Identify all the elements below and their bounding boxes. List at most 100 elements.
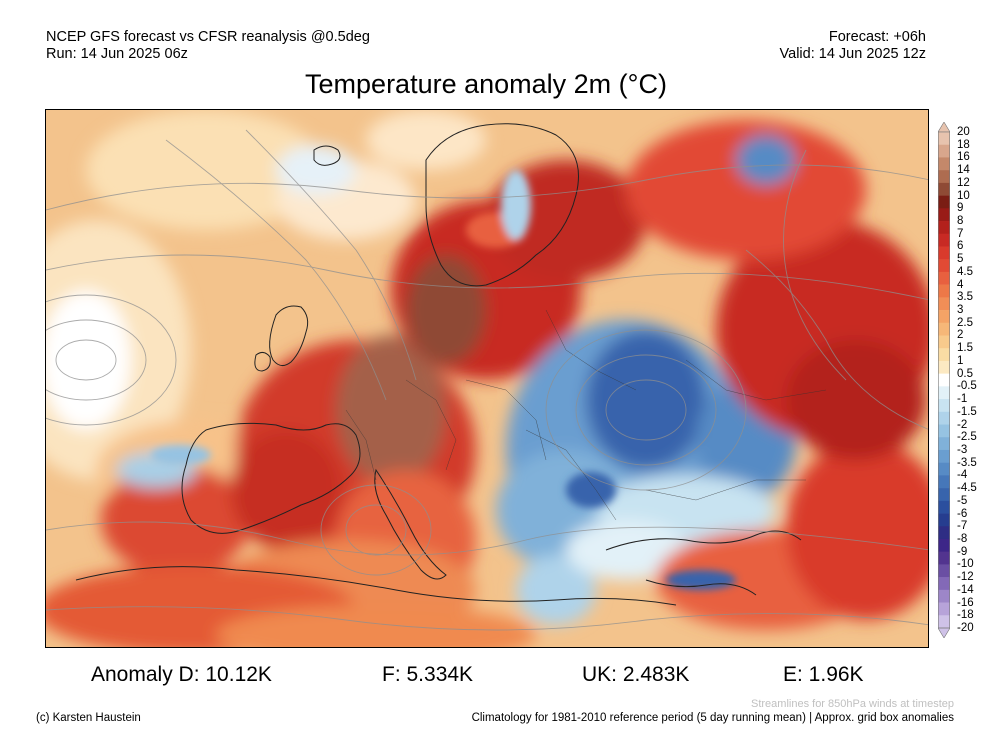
- colorbar-tick-label: -9: [957, 545, 968, 558]
- anomaly-field: [46, 110, 928, 647]
- colorbar-segment: [938, 462, 950, 476]
- colorbar-segment: [938, 284, 950, 298]
- colorbar-segment: [938, 259, 950, 273]
- colorbar-tick-label: -2: [957, 418, 968, 431]
- climatology-note: Climatology for 1981-2010 reference peri…: [471, 712, 954, 724]
- colorbar-tick-label: -10: [957, 558, 974, 571]
- colorbar-segment: [938, 577, 950, 591]
- colorbar-segment: [938, 589, 950, 603]
- colorbar-segment: [938, 500, 950, 514]
- colorbar-segment: [938, 310, 950, 324]
- colorbar-tick-label: -4: [957, 469, 968, 482]
- model-line: NCEP GFS forecast vs CFSR reanalysis @0.…: [46, 29, 370, 45]
- colorbar-tick-label: -8: [957, 532, 968, 545]
- colorbar-top-arrow: [938, 122, 950, 133]
- colorbar-segment: [938, 538, 950, 552]
- colorbar-segment: [938, 170, 950, 184]
- colorbar-segment: [938, 437, 950, 451]
- colorbar-tick-label: 14: [957, 164, 970, 177]
- colorbar-frame: [938, 131, 950, 629]
- colorbar-tick-label: 2: [957, 329, 964, 342]
- stat-germany: Anomaly D: 10.12K: [91, 663, 272, 686]
- colorbar-tick-label: 18: [957, 138, 970, 151]
- colorbar-tick-label: 7: [957, 227, 964, 240]
- colorbar-segment: [938, 144, 950, 158]
- colorbar-tick-label: 8: [957, 215, 964, 228]
- colorbar-segment: [938, 564, 950, 578]
- colorbar-segment: [938, 488, 950, 502]
- colorbar-segment: [938, 348, 950, 362]
- colorbar-segment: [938, 322, 950, 336]
- colorbar-tick-label: 3: [957, 304, 964, 317]
- colorbar-tick-label: 9: [957, 202, 964, 215]
- colorbar-segment: [938, 399, 950, 413]
- colorbar-segment: [938, 132, 950, 146]
- stat-france: F: 5.334K: [382, 663, 474, 686]
- colorbar-tick-label: 4: [957, 278, 964, 291]
- colorbar-segment: [938, 360, 950, 374]
- colorbar-segment: [938, 449, 950, 463]
- colorbar-tick-label: -3.5: [957, 456, 977, 469]
- colorbar-tick-label: -6: [957, 507, 968, 520]
- credit: (c) Karsten Haustein: [36, 712, 141, 724]
- colorbar-segment: [938, 157, 950, 171]
- run-line: Run: 14 Jun 2025 06z: [46, 46, 188, 62]
- anomaly-map: [45, 109, 929, 648]
- colorbar-segment: [938, 195, 950, 209]
- anomaly-detail: [151, 170, 736, 590]
- colorbar-segment: [938, 182, 950, 196]
- colorbar-segment: [938, 208, 950, 222]
- colorbar-tick-label: 0.5: [957, 367, 973, 380]
- stat-uk: UK: 2.483K: [582, 663, 690, 686]
- forecast-line: Forecast: +06h: [828, 29, 926, 45]
- colorbar-segment: [938, 221, 950, 235]
- streamlines: [46, 129, 928, 631]
- colorbar-segment: [938, 373, 950, 387]
- colorbar-tick-label: 5: [957, 253, 964, 266]
- colorbar-tick-label: 20: [957, 126, 970, 138]
- colorbar: [938, 122, 950, 638]
- colorbar-segment: [938, 602, 950, 616]
- valid-line: Valid: 14 Jun 2025 12z: [779, 46, 926, 62]
- colorbar-tick-label: -16: [957, 596, 974, 609]
- colorbar-bottom-arrow: [938, 627, 950, 638]
- colorbar-tick-label: -14: [957, 583, 974, 596]
- colorbar-segment: [938, 551, 950, 565]
- colorbar-segment: [938, 526, 950, 540]
- colorbar-tick-label: 4.5: [957, 265, 973, 278]
- coastlines: [75, 123, 802, 606]
- colorbar-tick-label: 12: [957, 176, 970, 189]
- colorbar-tick-label: 10: [957, 189, 970, 202]
- colorbar-tick-label: 16: [957, 151, 970, 164]
- colorbar-segment: [938, 386, 950, 400]
- colorbar-tick-label: -4.5: [957, 482, 977, 495]
- colorbar-tick-label: 3.5: [957, 291, 973, 304]
- colorbar-tick-label: -0.5: [957, 380, 977, 393]
- colorbar-tick-label: 2.5: [957, 316, 973, 329]
- colorbar-segment: [938, 233, 950, 247]
- colorbar-segment: [938, 424, 950, 438]
- colorbar-tick-label: -18: [957, 609, 974, 622]
- header-right: Forecast: +06h Valid: 14 Jun 2025 12z: [780, 29, 926, 63]
- colorbar-tick-label: 6: [957, 240, 964, 253]
- colorbar-segment: [938, 513, 950, 527]
- colorbar-tick-label: -1: [957, 393, 968, 406]
- colorbar-tick-label: -20: [957, 622, 974, 634]
- colorbar-segment: [938, 615, 950, 629]
- colorbar-tick-label: -7: [957, 520, 968, 533]
- colorbar-segment: [938, 475, 950, 489]
- colorbar-segment: [938, 271, 950, 285]
- colorbar-tick-label: 1.5: [957, 342, 973, 355]
- streamlines-note: Streamlines for 850hPa winds at timestep: [751, 698, 954, 710]
- colorbar-tick-label: -5: [957, 494, 968, 507]
- stat-england: E: 1.96K: [783, 663, 864, 686]
- country-borders: [345, 309, 827, 521]
- colorbar-segment: [938, 246, 950, 260]
- map-title: Temperature anomaly 2m (°C): [305, 69, 667, 99]
- header-left: NCEP GFS forecast vs CFSR reanalysis @0.…: [46, 29, 370, 63]
- colorbar-segment: [938, 411, 950, 425]
- colorbar-tick-label: -3: [957, 443, 968, 456]
- colorbar-tick-label: 1: [957, 354, 964, 367]
- colorbar-tick-label: -12: [957, 571, 974, 584]
- colorbar-tick-label: -2.5: [957, 431, 977, 444]
